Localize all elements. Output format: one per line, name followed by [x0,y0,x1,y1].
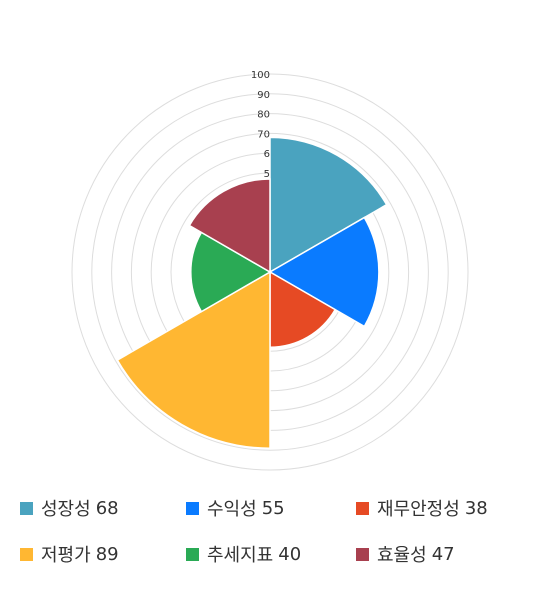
slice-성장성[interactable] [269,136,388,274]
slice-수익성[interactable] [268,216,380,328]
legend-label: 재무안정성 [377,499,460,520]
legend-item-efficiency[interactable]: 효율성 47 [356,540,455,568]
slice-효율성[interactable] [188,178,271,274]
legend-value: 38 [464,497,488,519]
legend: 성장성 68 수익성 55 재무안정성 38 저평가 89 추세지표 40 효율… [0,488,540,578]
tick-label: 100 [251,70,270,81]
legend-item-undervalued[interactable]: 저평가 89 [20,540,119,568]
legend-swatch [356,547,369,561]
legend-swatch [20,501,33,515]
legend-label: 성장성 [41,499,91,520]
slice-재무안정성[interactable] [269,270,337,348]
legend-label: 추세지표 [207,545,274,566]
legend-label: 효율성 [377,545,427,566]
slices [116,136,388,449]
legend-item-growth[interactable]: 성장성 68 [20,494,119,522]
legend-item-stability[interactable]: 재무안정성 38 [356,494,488,522]
legend-value: 55 [261,497,285,519]
tick-label: 5 [264,169,270,180]
tick-label: 70 [257,129,270,140]
legend-value: 40 [278,543,302,565]
legend-item-trend[interactable]: 추세지표 40 [186,540,301,568]
slice-저평가[interactable] [116,270,271,449]
grid-ring [91,93,449,451]
tick-labels: 5 6 70 80 90 100 [251,70,270,180]
polar-area-chart: 5 6 70 80 90 100 [71,70,469,471]
tick-label: 6 [264,149,270,160]
legend-value: 68 [95,497,119,519]
legend-value: 47 [431,543,455,565]
legend-item-profitability[interactable]: 수익성 55 [186,494,285,522]
slice-추세지표[interactable] [190,231,272,313]
legend-swatch [186,501,199,515]
legend-label: 저평가 [41,545,91,566]
tick-label: 80 [257,110,270,121]
tick-label: 90 [257,90,270,101]
legend-swatch [186,547,199,561]
grid-ring [71,73,469,471]
legend-swatch [20,547,33,561]
legend-swatch [356,501,369,515]
legend-value: 89 [95,543,119,565]
legend-label: 수익성 [207,499,257,520]
